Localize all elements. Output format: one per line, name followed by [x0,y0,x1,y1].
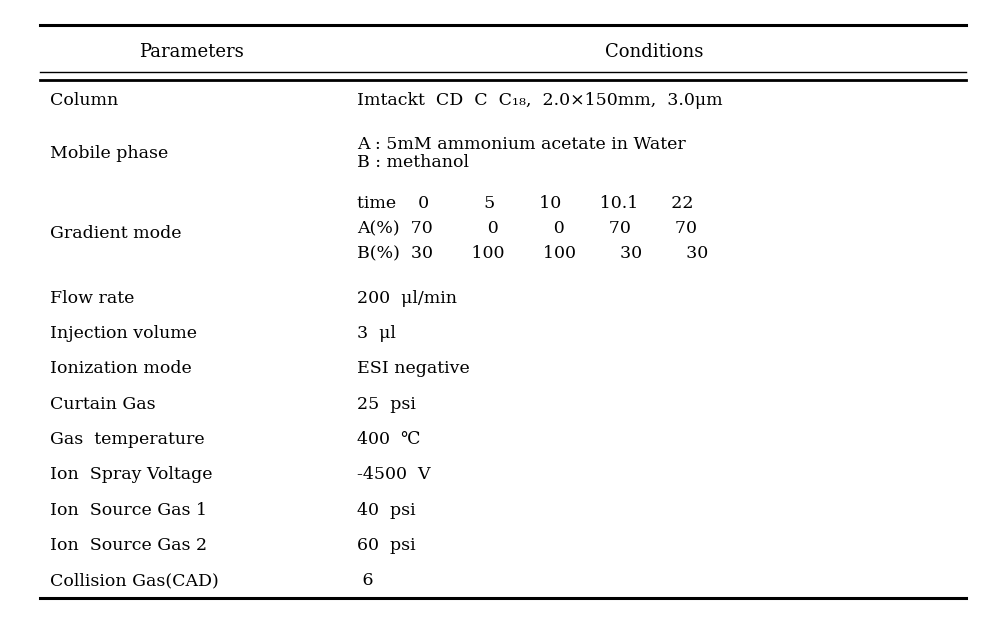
Text: ESI negative: ESI negative [357,360,470,378]
Text: Ion  Spray Voltage: Ion Spray Voltage [50,466,213,483]
Text: Gradient mode: Gradient mode [50,225,182,242]
Text: B(%)  30       100       100        30        30: B(%) 30 100 100 30 30 [357,245,708,262]
Text: time    0          5        10       10.1      22: time 0 5 10 10.1 22 [357,195,693,212]
Text: A(%)  70          0          0        70        70: A(%) 70 0 0 70 70 [357,220,697,237]
Text: -4500  V: -4500 V [357,466,431,483]
Text: Ion  Source Gas 2: Ion Source Gas 2 [50,537,207,554]
Text: 25  psi: 25 psi [357,395,416,413]
Text: Curtain Gas: Curtain Gas [50,395,156,413]
Text: Column: Column [50,93,119,109]
Text: Flow rate: Flow rate [50,289,135,307]
Text: 40  psi: 40 psi [357,502,415,519]
Text: 3  μl: 3 μl [357,325,396,342]
Text: Collision Gas(CAD): Collision Gas(CAD) [50,573,219,589]
Text: Ionization mode: Ionization mode [50,360,192,378]
Text: 6: 6 [357,573,373,589]
Text: Ion  Source Gas 1: Ion Source Gas 1 [50,502,207,519]
Text: Parameters: Parameters [139,43,243,62]
Text: A : 5mM ammonium acetate in Water: A : 5mM ammonium acetate in Water [357,136,686,153]
Text: 200  μl/min: 200 μl/min [357,289,457,307]
Text: 60  psi: 60 psi [357,537,415,554]
Text: 400  ℃: 400 ℃ [357,431,421,448]
Text: Gas  temperature: Gas temperature [50,431,205,448]
Text: Imtackt  CD  C  C₁₈,  2.0×150mm,  3.0μm: Imtackt CD C C₁₈, 2.0×150mm, 3.0μm [357,93,722,109]
Text: B : methanol: B : methanol [357,154,469,172]
Text: Injection volume: Injection volume [50,325,197,342]
Text: Mobile phase: Mobile phase [50,146,169,162]
Text: Conditions: Conditions [605,43,703,62]
